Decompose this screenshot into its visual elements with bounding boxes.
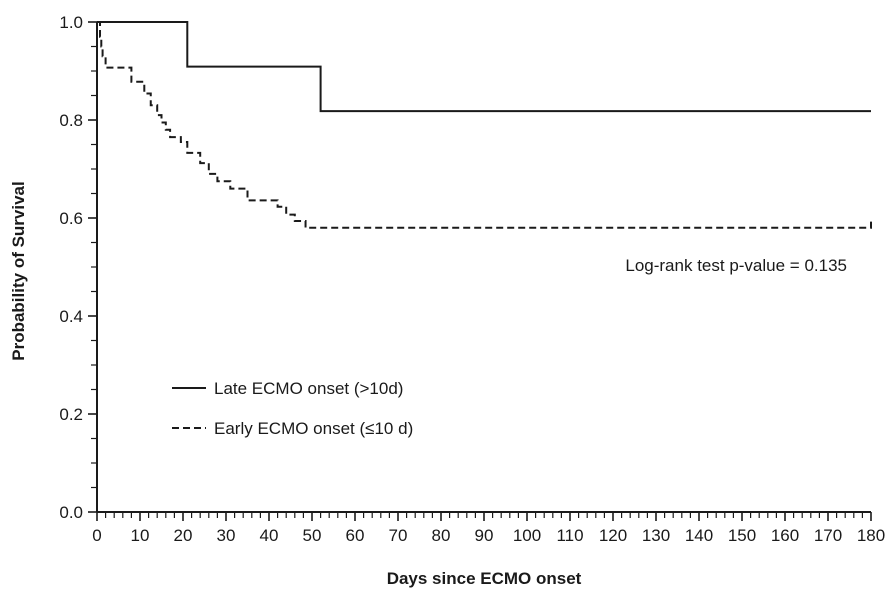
tick-marks [88,21,872,521]
x-tick-label: 130 [642,526,670,545]
x-tick-label: 30 [217,526,236,545]
tick-labels: 0 10 20 30 40 50 60 70 80 90 100 110 120 130 140 150 160… [59,13,885,545]
x-tick-label: 160 [771,526,799,545]
x-tick-label: 90 [475,526,494,545]
y-axis-title: Probability of Survival [9,181,28,361]
x-tick-label: 20 [174,526,193,545]
legend: Late ECMO onset (>10d) Early ECMO onset … [172,379,413,438]
x-tick-label: 120 [599,526,627,545]
log-rank-annotation: Log-rank test p-value = 0.135 [625,256,847,275]
x-tick-label: 170 [814,526,842,545]
y-tick-label: 0.8 [59,111,83,130]
y-tick-label: 1.0 [59,13,83,32]
x-tick-label: 10 [131,526,150,545]
y-tick-label: 0.4 [59,307,83,326]
x-tick-label: 110 [556,526,583,545]
x-tick-label: 40 [260,526,279,545]
legend-label-early: Early ECMO onset (≤10 d) [214,419,413,438]
y-tick-label: 0.6 [59,209,83,228]
x-tick-label: 60 [346,526,365,545]
x-tick-label: 80 [432,526,451,545]
x-axis-title: Days since ECMO onset [387,569,582,588]
series-late-onset-line [97,21,871,113]
x-tick-label: 50 [303,526,322,545]
x-tick-label: 180 [857,526,885,545]
x-tick-label: 70 [389,526,408,545]
x-tick-label: 0 [92,526,101,545]
x-tick-label: 100 [513,526,541,545]
x-tick-label: 150 [728,526,756,545]
legend-label-late: Late ECMO onset (>10d) [214,379,403,398]
series-early-onset-line [97,21,872,229]
y-tick-label: 0.2 [59,405,83,424]
y-tick-label: 0.0 [59,503,83,522]
series-lines [97,21,872,229]
x-tick-label: 140 [685,526,713,545]
